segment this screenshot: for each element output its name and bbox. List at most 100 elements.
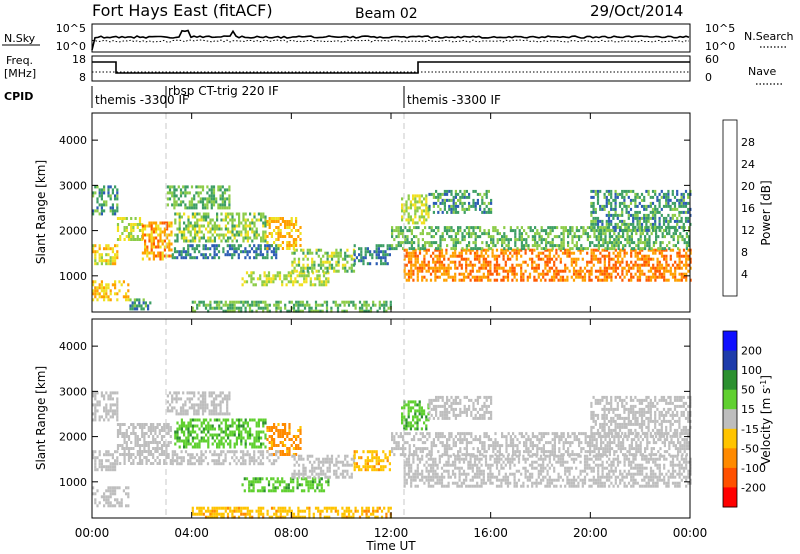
- power-cell-7: [242, 239, 245, 243]
- power-cell-2: [152, 251, 155, 255]
- velocity-cell-8: [292, 486, 295, 490]
- power-cell-12: [355, 256, 358, 260]
- power-cell-6: [171, 203, 174, 207]
- power-cell-9: [228, 247, 232, 251]
- power-cell-14: [407, 197, 410, 201]
- velocity-cell-9: [308, 460, 312, 464]
- power-cell-17: [523, 247, 526, 251]
- velocity-cell-5: [257, 430, 260, 434]
- power-cell-17: [630, 232, 633, 236]
- power-cell-5: [116, 188, 119, 192]
- power-cell-16: [504, 275, 507, 279]
- power-cell-18: [634, 210, 637, 214]
- power-cell-15: [463, 189, 466, 193]
- power-cell-17: [560, 238, 563, 242]
- power-cell-17: [468, 235, 471, 239]
- velocity-cell-7: [224, 453, 227, 457]
- power-cell-16: [539, 251, 543, 255]
- power-cell-12: [388, 244, 391, 248]
- power-cell-11: [315, 248, 318, 252]
- power-cell-17: [578, 238, 581, 242]
- power-cell-18: [627, 225, 630, 229]
- power-cell-16: [429, 254, 433, 258]
- velocity-cell-7: [231, 450, 234, 454]
- power-cell-17: [652, 241, 655, 245]
- power-cell-8: [295, 241, 298, 244]
- power-cell-16: [663, 248, 666, 252]
- power-cell-16: [553, 275, 556, 279]
- velocity-cell-3: [94, 412, 97, 416]
- velocity-cell-8: [267, 489, 271, 493]
- power-cell-16: [520, 278, 523, 282]
- power-cell-18: [658, 216, 661, 220]
- power-cell-3: [109, 298, 112, 302]
- power-cell-18: [618, 204, 622, 208]
- power-cell-12: [388, 253, 391, 257]
- velocity-cell-11: [299, 515, 302, 519]
- velocity-cell-5: [187, 433, 190, 437]
- power-cell-11: [313, 266, 316, 270]
- velocity-cell-9: [324, 460, 327, 464]
- velocity-cell-1: [121, 447, 124, 450]
- velocity-cell-1: [165, 426, 168, 429]
- power-cell-7: [246, 230, 249, 234]
- velocity-cell-9: [335, 460, 338, 464]
- power-cell-16: [410, 251, 413, 255]
- velocity-cell-11: [347, 509, 351, 513]
- power-cell-9: [209, 247, 212, 251]
- power-cell-16: [548, 257, 551, 261]
- power-cell-18: [680, 219, 683, 223]
- velocity-cell-5: [218, 424, 221, 428]
- power-cell-8: [268, 223, 271, 226]
- power-cell-17: [520, 232, 523, 236]
- power-cell-4: [136, 304, 139, 308]
- velocity-cell-5: [260, 436, 263, 440]
- velocity-cell-3: [111, 397, 114, 401]
- power-cell-16: [515, 254, 518, 258]
- velocity-cell-4: [186, 397, 189, 401]
- velocity-cell-1: [145, 462, 148, 465]
- power-cell-5: [100, 212, 103, 216]
- power-cell-16: [522, 260, 525, 264]
- velocity-cell-4: [210, 409, 213, 413]
- velocity-cell-5: [242, 427, 245, 431]
- power-cell-18: [594, 219, 597, 223]
- power-cell-16: [656, 260, 659, 264]
- velocity-cell-10: [353, 453, 356, 457]
- power-cell-17: [648, 238, 651, 242]
- power-cell-18: [599, 219, 602, 223]
- velocity-cell-1: [136, 444, 139, 447]
- power-cell-17: [538, 235, 541, 239]
- power-cell-17: [617, 238, 620, 242]
- power-cell-16: [676, 251, 679, 255]
- velocity-cell-11: [226, 515, 230, 519]
- velocity-cell-11: [308, 509, 311, 513]
- power-cell-16: [425, 251, 428, 255]
- power-cell-17: [417, 226, 420, 230]
- velocity-cell-2: [107, 504, 110, 508]
- power-cell-18: [665, 219, 668, 223]
- power-cell-16: [504, 251, 507, 255]
- velocity-cell-8: [316, 483, 319, 487]
- velocity-cell-11: [224, 509, 227, 513]
- power-cell-16: [612, 251, 615, 255]
- velocity-cell-10: [384, 453, 387, 457]
- velocity-cell-8: [252, 486, 255, 490]
- velocity-cell-8: [287, 486, 290, 490]
- power-cell-17: [531, 235, 534, 239]
- power-cell-16: [449, 260, 452, 264]
- power-cell-17: [551, 241, 554, 245]
- velocity-cell-9: [315, 472, 318, 476]
- velocity-cell-1: [158, 447, 161, 450]
- velocity-cell-5: [207, 439, 210, 443]
- power-cell-18: [645, 213, 648, 217]
- velocity-cell-8: [281, 477, 284, 481]
- velocity-cell-9: [317, 466, 320, 470]
- velocity-cell-9: [322, 457, 325, 461]
- power-cell-8: [290, 229, 293, 232]
- power-cell-16: [410, 263, 413, 267]
- power-cell-17: [545, 241, 548, 245]
- power-cell-17: [595, 244, 598, 248]
- power-cell-16: [588, 272, 591, 276]
- velocity-cell-5: [211, 442, 214, 446]
